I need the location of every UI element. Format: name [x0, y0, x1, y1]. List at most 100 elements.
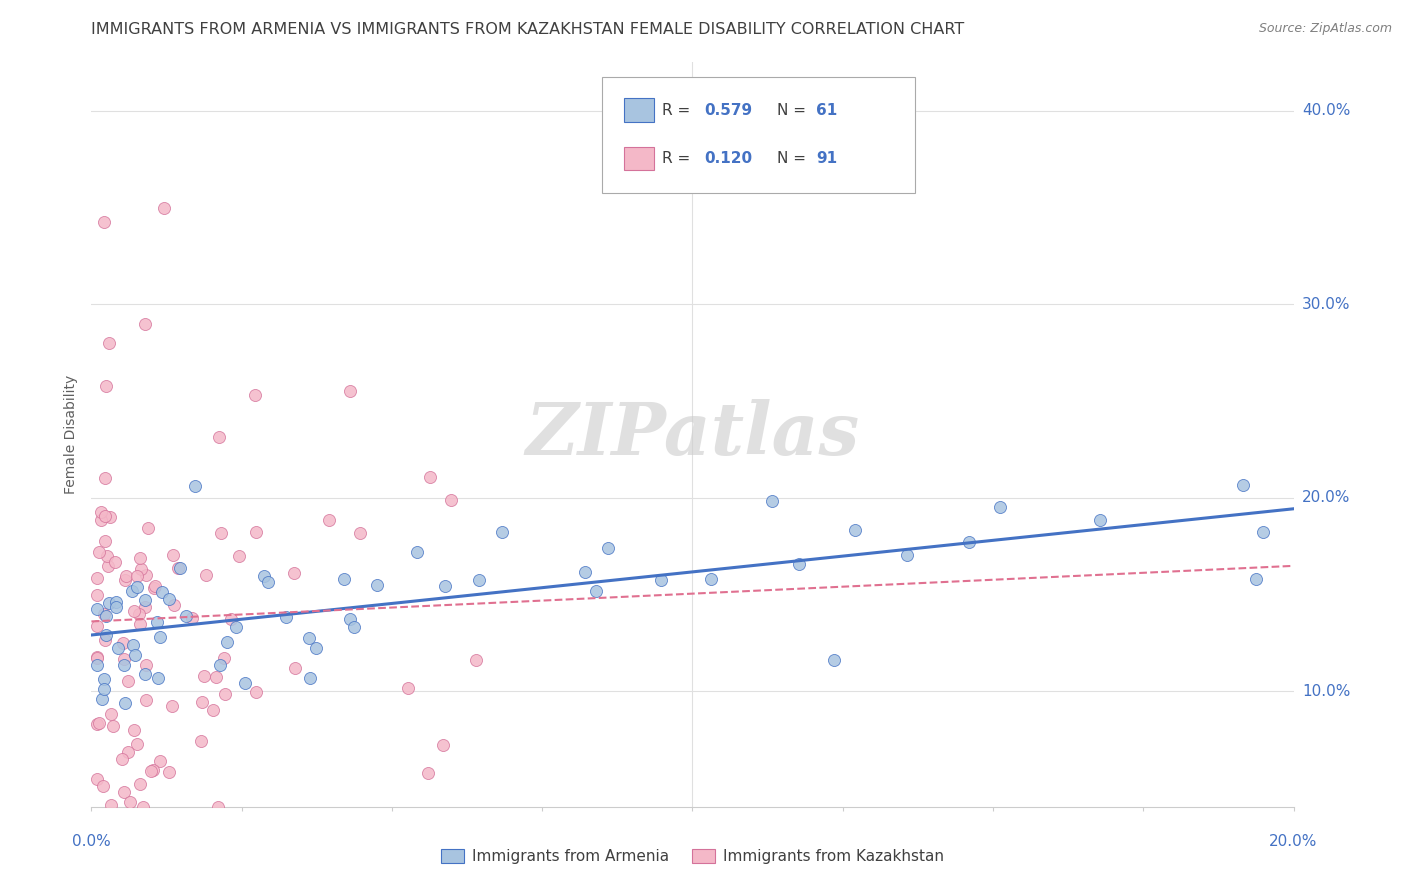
Point [208, 430, 231, 444]
Point [87, 545, 110, 559]
Point [204, 670, 226, 684]
Point [111, 636, 134, 650]
Point [86, 649, 108, 664]
Point [253, 569, 276, 583]
Point [574, 565, 596, 579]
Point [491, 524, 513, 539]
Point [207, 800, 229, 814]
Point [90, 505, 112, 519]
Point [134, 667, 156, 681]
Point [125, 580, 148, 594]
Point [114, 573, 136, 587]
Point [117, 745, 139, 759]
Point [396, 681, 419, 695]
Point [225, 620, 247, 634]
Point [159, 764, 181, 779]
Point [219, 612, 242, 626]
Point [135, 693, 157, 707]
Point [366, 577, 388, 591]
Point [274, 610, 297, 624]
Point [333, 572, 356, 586]
Point [86, 772, 108, 787]
Point [132, 800, 155, 814]
Point [128, 607, 150, 621]
Point [432, 738, 454, 752]
Point [1232, 478, 1254, 492]
Point [1244, 572, 1267, 586]
Point [86, 651, 108, 665]
Point [339, 384, 361, 398]
Point [243, 387, 266, 401]
Text: N =: N = [776, 103, 810, 118]
Point [169, 560, 191, 574]
Point [191, 695, 214, 709]
Point [256, 574, 278, 589]
Point [103, 719, 125, 733]
Point [136, 521, 159, 535]
Point [162, 548, 184, 562]
Point [167, 561, 190, 575]
Text: ZIPatlas: ZIPatlas [526, 400, 859, 470]
Text: 10.0%: 10.0% [1302, 683, 1350, 698]
Point [93, 633, 115, 648]
Point [299, 671, 322, 685]
Point [135, 567, 157, 582]
Point [124, 648, 146, 662]
Point [112, 785, 135, 799]
Point [988, 500, 1011, 514]
Point [217, 635, 239, 649]
Point [91, 691, 114, 706]
Point [297, 631, 319, 645]
Point [245, 685, 267, 699]
Point [134, 317, 156, 331]
Point [121, 583, 143, 598]
Point [105, 594, 128, 608]
Point [124, 723, 146, 738]
Point [245, 524, 267, 539]
Point [598, 541, 620, 555]
Point [183, 479, 205, 493]
Point [159, 591, 181, 606]
Point [143, 581, 166, 595]
Point [121, 638, 143, 652]
Point [87, 715, 110, 730]
Point [86, 657, 108, 672]
Point [97, 596, 120, 610]
Point [135, 658, 157, 673]
Point [440, 493, 463, 508]
Point [93, 215, 115, 229]
Point [146, 615, 169, 629]
Point [406, 544, 429, 558]
Point [97, 335, 120, 350]
Point [342, 620, 364, 634]
Point [149, 630, 172, 644]
Point [128, 550, 150, 565]
Point [93, 682, 115, 697]
Point [284, 660, 307, 674]
Point [117, 673, 139, 688]
Point [94, 628, 117, 642]
Point [283, 566, 305, 580]
Text: 61: 61 [817, 103, 838, 118]
Point [94, 609, 117, 624]
FancyBboxPatch shape [624, 146, 654, 170]
Text: 0.120: 0.120 [704, 151, 752, 166]
Point [107, 641, 129, 656]
Point [585, 584, 607, 599]
FancyBboxPatch shape [602, 78, 915, 193]
Point [209, 658, 232, 673]
Point [700, 572, 723, 586]
Point [111, 752, 134, 766]
Point [305, 640, 328, 655]
Text: R =: R = [662, 103, 696, 118]
Point [823, 653, 845, 667]
Point [957, 535, 980, 549]
Text: 20.0%: 20.0% [1302, 491, 1350, 505]
Point [1088, 513, 1111, 527]
Point [104, 555, 127, 569]
Text: N =: N = [776, 151, 810, 166]
Point [93, 534, 115, 549]
Point [91, 779, 114, 793]
Point [128, 777, 150, 791]
Text: 0.0%: 0.0% [72, 834, 111, 849]
